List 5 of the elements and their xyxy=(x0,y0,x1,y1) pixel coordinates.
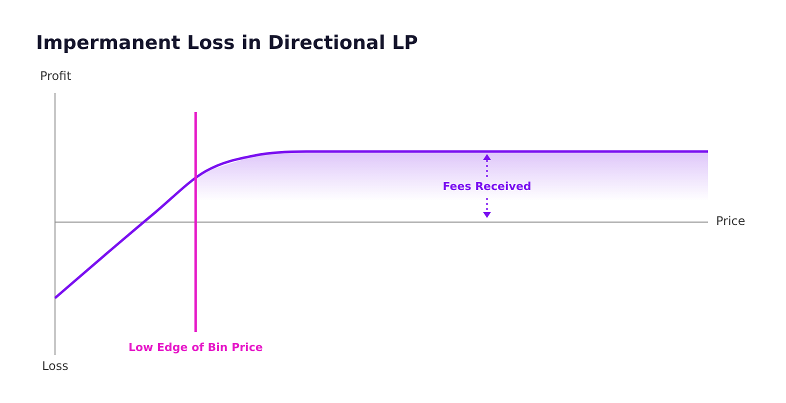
chart-title: Impermanent Loss in Directional LP xyxy=(36,32,418,54)
text: Low Edge of Bin Price xyxy=(128,340,263,354)
text: Loss xyxy=(42,359,68,374)
x-axis-title: Price xyxy=(716,214,746,228)
text: Profit xyxy=(40,69,72,84)
